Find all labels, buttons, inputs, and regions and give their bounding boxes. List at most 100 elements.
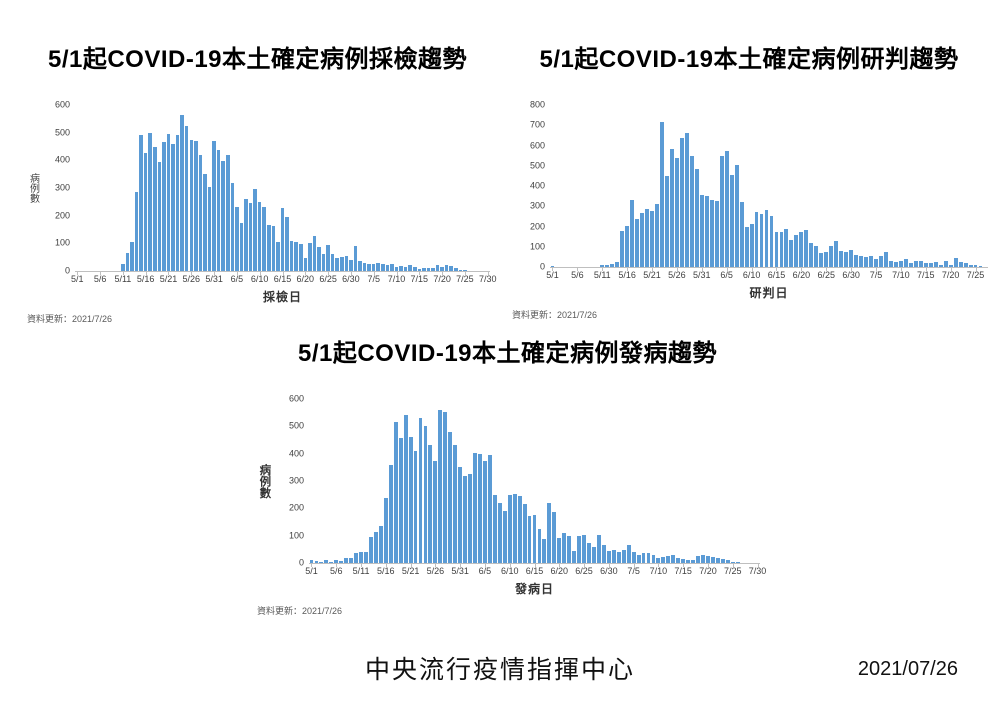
bar (512, 494, 517, 563)
bar (344, 256, 349, 271)
x-tick-mark (776, 268, 778, 271)
bar (453, 445, 458, 563)
x-tick-label: 6/5 (478, 566, 492, 576)
bar (943, 261, 948, 267)
bar (562, 532, 567, 563)
bar (893, 261, 898, 267)
plot-area (309, 399, 760, 564)
bar (444, 265, 449, 271)
y-axis-ticks: 0 100 200 300 400 500 600 (273, 394, 309, 567)
bar (139, 135, 143, 271)
bar (958, 261, 963, 267)
x-tick-mark (484, 564, 486, 567)
x-tick-label: 5/31 (451, 566, 469, 576)
bar (734, 164, 739, 267)
bar (418, 418, 423, 563)
bar (719, 155, 724, 267)
x-tick-label: 7/5 (869, 270, 883, 280)
x-tick-mark (876, 268, 877, 271)
bar (383, 497, 388, 563)
bar (844, 251, 849, 267)
bar (329, 562, 334, 563)
bar (691, 560, 696, 563)
bar (913, 261, 918, 267)
y-tick-label: 200 (54, 210, 70, 221)
x-tick-mark (658, 564, 660, 567)
x-tick-label: 7/30 (478, 274, 497, 284)
bar (487, 455, 492, 563)
x-tick-label: 6/10 (250, 274, 269, 284)
x-tick-mark (373, 272, 375, 275)
x-tick-mark (464, 272, 466, 275)
bar (326, 244, 330, 271)
bar (824, 251, 829, 267)
y-tick-label: 100 (54, 237, 70, 248)
bar (443, 411, 448, 563)
bar (635, 218, 640, 267)
bar (557, 537, 562, 563)
bar (381, 264, 385, 271)
bar (239, 223, 244, 271)
bar (358, 260, 362, 271)
x-tick-label: 5/31 (205, 274, 223, 284)
x-tick-label: 5/26 (668, 270, 686, 280)
bar (431, 268, 435, 271)
bar (244, 198, 248, 271)
bar (388, 464, 393, 563)
y-tick-label: 500 (54, 127, 70, 138)
x-tick-mark (751, 268, 753, 271)
x-tick-label: 5/21 (159, 274, 178, 284)
bar (764, 209, 769, 267)
bar (473, 452, 477, 563)
bar (686, 559, 691, 563)
bar (804, 230, 809, 267)
chart-title: 5/1起COVID-19本土確定病例發病趨勢 (297, 340, 718, 367)
bar (704, 196, 709, 267)
x-axis-title: 研判日 (749, 286, 789, 300)
y-tick-label: 700 (529, 119, 545, 130)
y-axis-ticks: 0 100 200 300 400 500 600 700 800 (510, 100, 550, 271)
y-tick-label: 300 (288, 475, 304, 486)
bar (854, 254, 859, 267)
bar (869, 255, 873, 267)
bar (212, 140, 216, 271)
bar (148, 132, 152, 271)
bar (134, 192, 139, 271)
bar (171, 143, 175, 271)
bar (403, 414, 408, 563)
bar (308, 242, 312, 271)
x-axis-title: 發病日 (514, 582, 554, 596)
bar (661, 557, 666, 563)
bar (289, 241, 294, 271)
bar (166, 134, 171, 271)
x-tick-mark (683, 564, 685, 567)
bar (552, 511, 557, 563)
y-axis-ticks: 0 100 200 300 400 500 600 (41, 100, 75, 275)
y-tick-label: 500 (529, 160, 545, 171)
x-tick-mark (975, 268, 977, 271)
bar (253, 189, 257, 271)
footer-date: 2021/07/26 (857, 658, 958, 680)
x-tick-label: 7/15 (410, 274, 429, 284)
x-tick-label: 6/30 (342, 274, 360, 284)
x-tick-label: 6/5 (230, 274, 244, 284)
x-tick-mark (509, 564, 511, 567)
bar (364, 551, 368, 563)
bar (744, 226, 749, 267)
bar (157, 161, 162, 271)
bar (963, 262, 968, 267)
bar (125, 253, 130, 271)
bar (483, 460, 487, 563)
x-tick-mark (385, 564, 387, 567)
x-tick-mark (584, 564, 586, 567)
bar (641, 553, 646, 563)
bar (799, 231, 804, 267)
bar (399, 266, 403, 271)
bar (537, 528, 542, 563)
x-tick-label: 7/25 (966, 270, 985, 280)
bar (674, 157, 679, 267)
bar (373, 531, 378, 563)
x-tick-mark (460, 564, 462, 567)
bar (606, 550, 611, 563)
bar (408, 436, 413, 563)
